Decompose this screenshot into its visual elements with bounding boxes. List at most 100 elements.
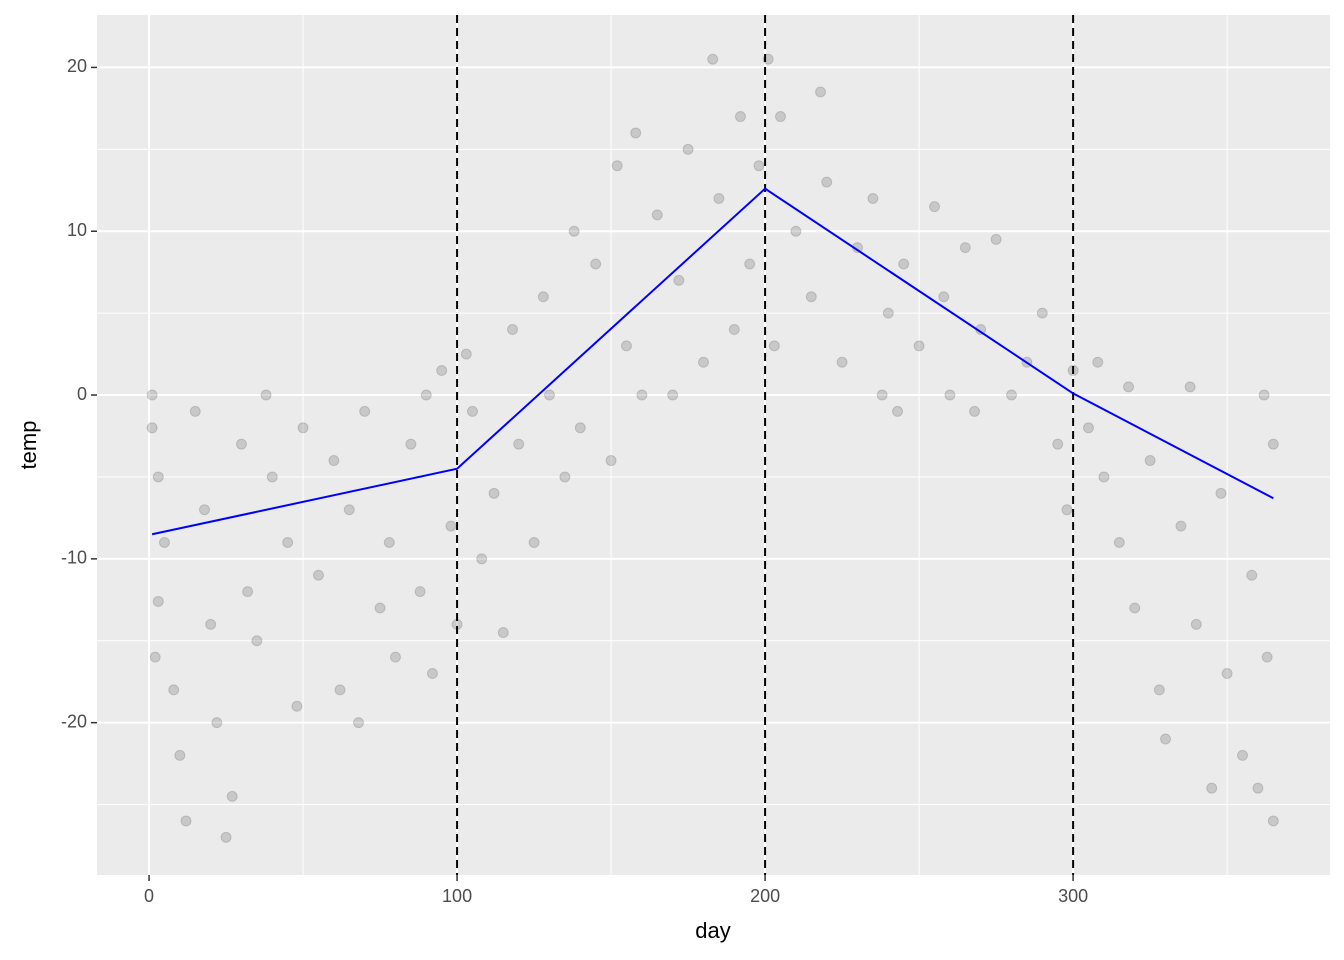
point — [728, 324, 740, 336]
point — [497, 627, 509, 639]
point — [211, 717, 223, 729]
point — [913, 340, 925, 352]
point — [651, 209, 663, 221]
point — [149, 651, 161, 663]
fit-line — [151, 187, 1274, 536]
point — [590, 258, 602, 270]
point — [291, 700, 303, 712]
y-tick-label: 0 — [77, 384, 87, 404]
point — [513, 438, 525, 450]
point — [174, 749, 186, 761]
point — [1036, 307, 1048, 319]
point — [1123, 381, 1135, 393]
point — [568, 225, 580, 237]
point — [1190, 618, 1202, 630]
point — [713, 192, 725, 204]
point — [146, 422, 158, 434]
point — [543, 389, 555, 401]
point — [180, 815, 192, 827]
point — [389, 651, 401, 663]
point — [1267, 815, 1279, 827]
point — [867, 192, 879, 204]
point — [198, 504, 210, 516]
point — [938, 291, 950, 303]
point — [445, 520, 457, 532]
point — [774, 111, 786, 123]
point — [297, 422, 309, 434]
point — [328, 455, 340, 467]
point — [152, 595, 164, 607]
x-tick-label: 100 — [442, 886, 472, 906]
point — [1052, 438, 1064, 450]
point — [753, 160, 765, 172]
point — [343, 504, 355, 516]
point — [1175, 520, 1187, 532]
x-tick-label: 0 — [144, 886, 154, 906]
point — [1144, 455, 1156, 467]
point — [1184, 381, 1196, 393]
point — [383, 536, 395, 548]
point — [1221, 668, 1233, 680]
point — [1092, 356, 1104, 368]
y-axis-title: temp — [16, 421, 41, 470]
point — [251, 635, 263, 647]
point — [707, 53, 719, 65]
point — [898, 258, 910, 270]
panel — [97, 15, 1330, 875]
point — [158, 536, 170, 548]
point — [1206, 782, 1218, 794]
point — [636, 389, 648, 401]
point — [1083, 422, 1095, 434]
point — [420, 389, 432, 401]
point — [1252, 782, 1264, 794]
point — [876, 389, 888, 401]
y-tick-label: -10 — [61, 548, 87, 568]
point — [405, 438, 417, 450]
point — [235, 438, 247, 450]
point — [959, 242, 971, 254]
point — [790, 225, 802, 237]
point — [226, 790, 238, 802]
point — [466, 405, 478, 417]
point — [620, 340, 632, 352]
point — [189, 405, 201, 417]
point — [697, 356, 709, 368]
point — [460, 348, 472, 360]
point — [146, 389, 158, 401]
point — [1160, 733, 1172, 745]
point — [882, 307, 894, 319]
point — [205, 618, 217, 630]
point — [374, 602, 386, 614]
point — [1258, 389, 1270, 401]
point — [168, 684, 180, 696]
point — [1267, 438, 1279, 450]
point — [1113, 536, 1125, 548]
x-tick-label: 200 — [750, 886, 780, 906]
point — [821, 176, 833, 188]
x-tick-label: 300 — [1058, 886, 1088, 906]
point — [1129, 602, 1141, 614]
point — [605, 455, 617, 467]
point — [744, 258, 756, 270]
point — [242, 586, 254, 598]
point — [426, 668, 438, 680]
point — [667, 389, 679, 401]
point — [1237, 749, 1249, 761]
point — [436, 364, 448, 376]
point — [488, 487, 500, 499]
point — [353, 717, 365, 729]
point — [359, 405, 371, 417]
point — [559, 471, 571, 483]
point — [815, 86, 827, 98]
point — [944, 389, 956, 401]
point — [476, 553, 488, 565]
point — [969, 405, 981, 417]
point — [528, 536, 540, 548]
point — [1006, 389, 1018, 401]
point — [1215, 487, 1227, 499]
point — [334, 684, 346, 696]
point — [220, 831, 232, 843]
point — [892, 405, 904, 417]
y-tick-label: -20 — [61, 711, 87, 731]
